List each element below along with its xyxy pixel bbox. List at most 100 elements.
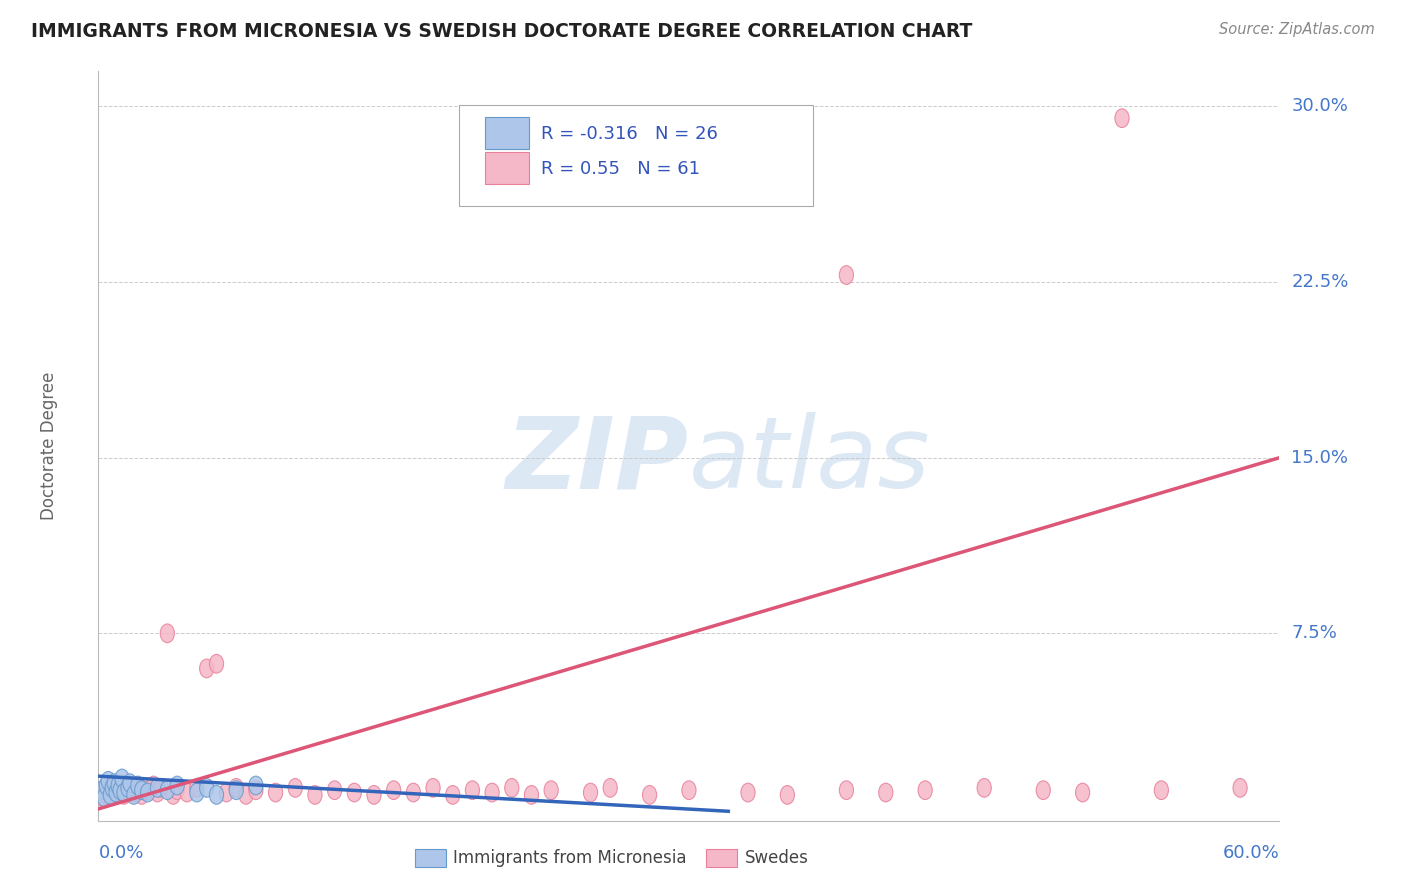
Ellipse shape	[101, 780, 115, 799]
Text: 7.5%: 7.5%	[1291, 624, 1337, 642]
Ellipse shape	[918, 780, 932, 799]
Ellipse shape	[1312, 243, 1326, 261]
Ellipse shape	[426, 779, 440, 797]
Ellipse shape	[135, 780, 149, 799]
Ellipse shape	[141, 783, 155, 802]
Ellipse shape	[643, 786, 657, 805]
Ellipse shape	[103, 786, 117, 805]
Ellipse shape	[200, 659, 214, 678]
Text: Source: ZipAtlas.com: Source: ZipAtlas.com	[1219, 22, 1375, 37]
Ellipse shape	[1115, 109, 1129, 128]
Ellipse shape	[465, 780, 479, 799]
Ellipse shape	[229, 780, 243, 799]
Ellipse shape	[100, 786, 114, 805]
Ellipse shape	[583, 783, 598, 802]
Ellipse shape	[115, 769, 129, 788]
Ellipse shape	[127, 783, 141, 802]
Ellipse shape	[111, 776, 125, 795]
Ellipse shape	[150, 779, 165, 797]
Ellipse shape	[347, 783, 361, 802]
Text: R = -0.316   N = 26: R = -0.316 N = 26	[541, 125, 718, 143]
Text: 60.0%: 60.0%	[1223, 844, 1279, 862]
Ellipse shape	[122, 774, 136, 793]
Ellipse shape	[121, 779, 135, 797]
Ellipse shape	[249, 776, 263, 795]
Ellipse shape	[1233, 779, 1247, 797]
FancyBboxPatch shape	[458, 105, 813, 206]
Text: 22.5%: 22.5%	[1291, 273, 1348, 291]
Ellipse shape	[150, 783, 165, 802]
Ellipse shape	[96, 788, 110, 806]
Ellipse shape	[209, 786, 224, 805]
Text: Immigrants from Micronesia: Immigrants from Micronesia	[453, 849, 686, 867]
Ellipse shape	[141, 780, 155, 799]
Ellipse shape	[839, 780, 853, 799]
Ellipse shape	[105, 779, 120, 797]
Text: 0.0%: 0.0%	[98, 844, 143, 862]
Ellipse shape	[105, 779, 120, 797]
Ellipse shape	[780, 786, 794, 805]
Ellipse shape	[682, 780, 696, 799]
Text: IMMIGRANTS FROM MICRONESIA VS SWEDISH DOCTORATE DEGREE CORRELATION CHART: IMMIGRANTS FROM MICRONESIA VS SWEDISH DO…	[31, 22, 973, 41]
Text: Doctorate Degree: Doctorate Degree	[39, 372, 58, 520]
Ellipse shape	[97, 783, 111, 802]
Ellipse shape	[209, 655, 224, 673]
Ellipse shape	[249, 780, 263, 799]
Ellipse shape	[180, 783, 194, 802]
Ellipse shape	[160, 780, 174, 799]
Text: 30.0%: 30.0%	[1291, 97, 1348, 115]
Ellipse shape	[200, 779, 214, 797]
Ellipse shape	[308, 786, 322, 805]
Ellipse shape	[1036, 780, 1050, 799]
Ellipse shape	[117, 786, 131, 805]
Ellipse shape	[111, 780, 125, 799]
Ellipse shape	[269, 783, 283, 802]
Ellipse shape	[544, 780, 558, 799]
Text: Swedes: Swedes	[745, 849, 808, 867]
Ellipse shape	[97, 788, 111, 806]
Ellipse shape	[131, 779, 145, 797]
Ellipse shape	[977, 779, 991, 797]
Ellipse shape	[219, 783, 233, 802]
Ellipse shape	[485, 783, 499, 802]
Ellipse shape	[328, 780, 342, 799]
Ellipse shape	[741, 783, 755, 802]
Ellipse shape	[110, 776, 124, 795]
Ellipse shape	[603, 779, 617, 797]
Ellipse shape	[117, 783, 131, 802]
Ellipse shape	[879, 783, 893, 802]
Bar	[485, 117, 530, 149]
Ellipse shape	[135, 786, 149, 805]
Ellipse shape	[100, 776, 114, 795]
Ellipse shape	[101, 772, 115, 790]
Ellipse shape	[524, 786, 538, 805]
Text: ZIP: ZIP	[506, 412, 689, 509]
Ellipse shape	[160, 624, 174, 642]
Ellipse shape	[229, 779, 243, 797]
Ellipse shape	[122, 776, 136, 795]
Ellipse shape	[121, 780, 135, 799]
Ellipse shape	[190, 783, 204, 802]
Ellipse shape	[112, 780, 127, 799]
Ellipse shape	[288, 779, 302, 797]
Ellipse shape	[1076, 783, 1090, 802]
Ellipse shape	[367, 786, 381, 805]
Text: R = 0.55   N = 61: R = 0.55 N = 61	[541, 160, 700, 178]
Ellipse shape	[170, 780, 184, 799]
Ellipse shape	[146, 776, 160, 795]
Ellipse shape	[387, 780, 401, 799]
Ellipse shape	[103, 783, 117, 802]
Ellipse shape	[190, 779, 204, 797]
Text: 15.0%: 15.0%	[1291, 449, 1348, 467]
Ellipse shape	[155, 779, 169, 797]
Ellipse shape	[446, 786, 460, 805]
Text: atlas: atlas	[689, 412, 931, 509]
Ellipse shape	[505, 779, 519, 797]
Ellipse shape	[406, 783, 420, 802]
Ellipse shape	[107, 774, 121, 793]
Bar	[485, 153, 530, 184]
Ellipse shape	[170, 776, 184, 795]
Ellipse shape	[127, 786, 141, 805]
Ellipse shape	[112, 783, 127, 802]
Ellipse shape	[1154, 780, 1168, 799]
